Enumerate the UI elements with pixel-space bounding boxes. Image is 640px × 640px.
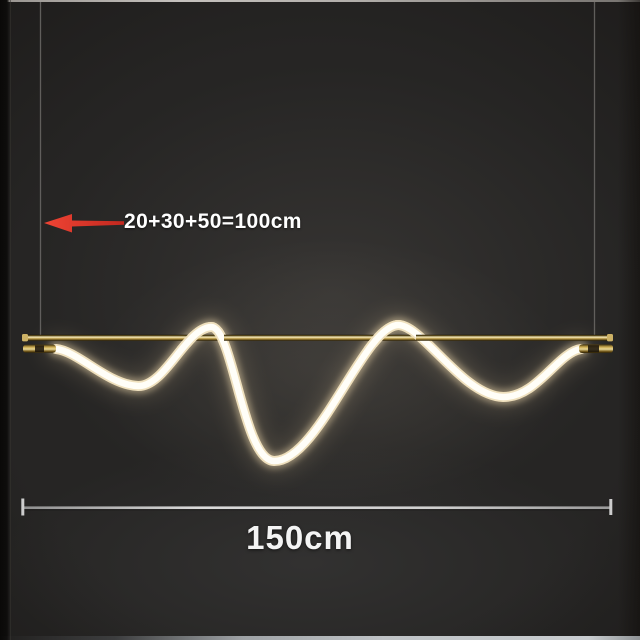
tube-ferrule-right: [579, 344, 613, 353]
right-edge-shadow: [618, 0, 640, 640]
tube-ferrule-left: [23, 344, 56, 353]
dimension-line: [21, 498, 613, 516]
drop-length-label: 20+30+50=100cm: [124, 210, 302, 233]
dimension-line-cap-right: [609, 499, 613, 515]
top-edge-line: [0, 0, 640, 2]
bottom-edge-line: [0, 636, 640, 640]
left-edge-shadow: [0, 0, 10, 640]
lamp-bar: [22, 334, 613, 342]
dimension-line-cap-left: [21, 498, 25, 516]
left-arrow-icon: [44, 214, 124, 233]
width-dimension-label: 150cm: [246, 519, 354, 556]
left-edge-seam: [10, 0, 11, 640]
